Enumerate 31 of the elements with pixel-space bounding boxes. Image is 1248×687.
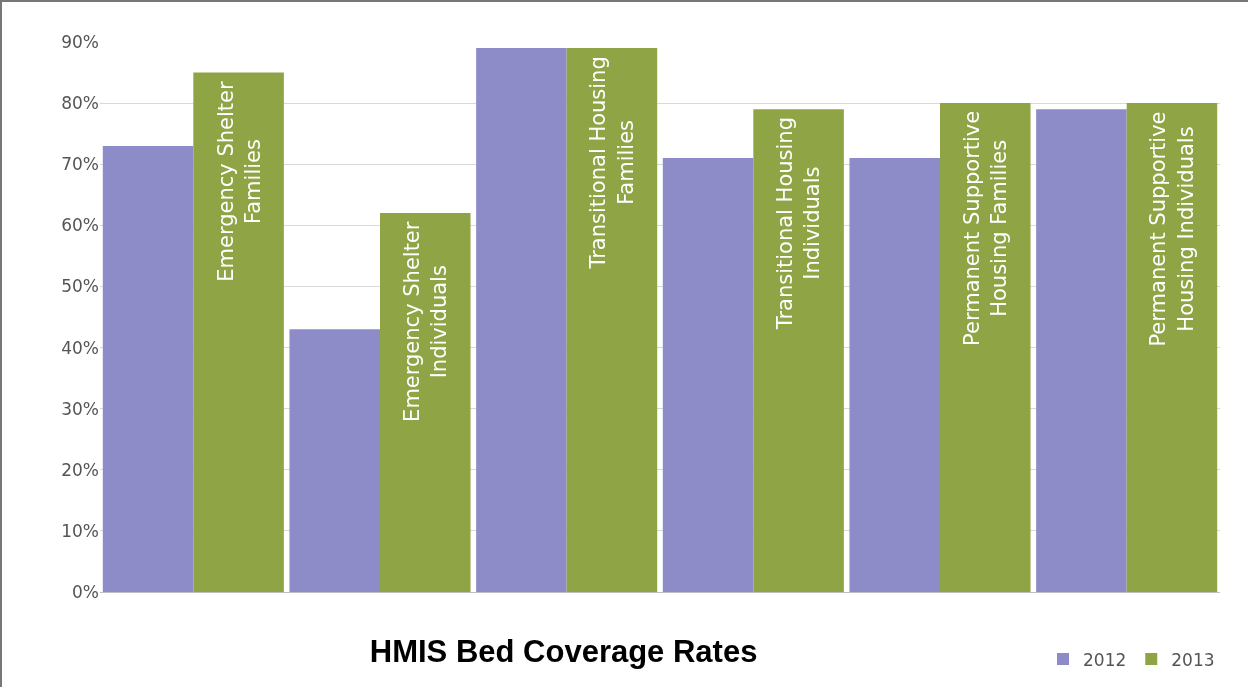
bar	[1036, 109, 1127, 592]
bar	[102, 145, 194, 592]
y-tick-label: 30%	[61, 398, 99, 419]
x-tick-label: Emergency Shelter Families	[213, 80, 265, 282]
y-tick-label: 80%	[61, 93, 99, 114]
text: HMIS Bed Coverage Rates	[369, 634, 758, 670]
y-tick-label: 10%	[61, 520, 99, 541]
bar	[476, 48, 567, 592]
bar	[662, 158, 754, 592]
x-tick-label: Permanent Supportive Housing Families	[959, 110, 1011, 346]
bar	[849, 158, 940, 592]
bar	[940, 103, 1031, 592]
bar	[1126, 103, 1218, 592]
y-tick-label: 20%	[61, 459, 99, 480]
bar	[193, 72, 284, 592]
y-tick-label: 40%	[61, 337, 99, 358]
bar	[289, 329, 380, 592]
legend-label: 2013	[1171, 649, 1215, 670]
bar	[380, 213, 471, 592]
x-tick-label: Transitional Housing Families	[586, 56, 638, 270]
x-tick-label: Permanent Supportive Housing Individuals	[1146, 111, 1198, 347]
y-tick-label: 0%	[72, 581, 99, 602]
y-tick-label: 90%	[61, 31, 99, 52]
bar	[566, 48, 658, 592]
legend-label: 2012	[1083, 649, 1127, 670]
x-tick-label: Transitional Housing Individuals	[772, 117, 825, 331]
y-tick-label: 50%	[61, 276, 99, 297]
y-tick-label: 70%	[61, 154, 99, 175]
x-tick-label: Emergency Shelter Individuals	[399, 221, 451, 422]
bar	[753, 109, 844, 592]
y-tick-label: 60%	[61, 215, 99, 236]
